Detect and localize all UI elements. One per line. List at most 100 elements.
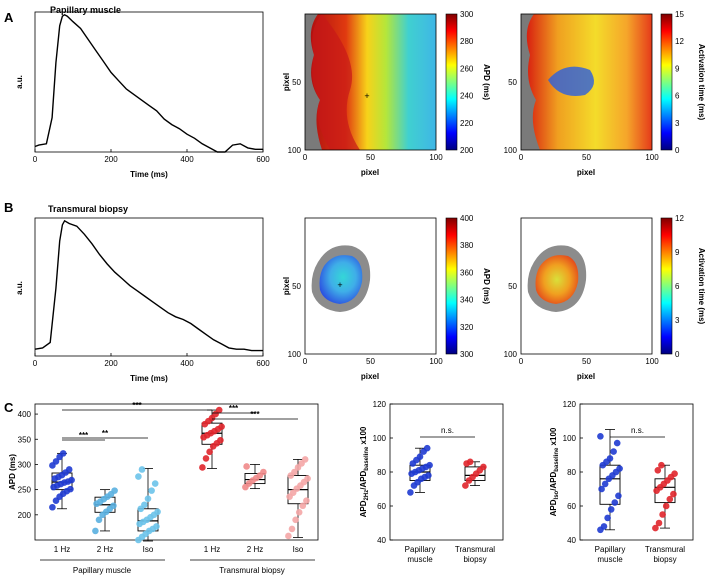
colorbar-apd-a [445, 13, 458, 151]
data-point [658, 461, 665, 469]
colorbar-tick-label: 300 [460, 10, 474, 19]
colorbar-tick-label: 15 [675, 10, 684, 19]
data-point [597, 433, 604, 440]
data-point [215, 406, 223, 414]
x-category-label: 1 Hz [54, 545, 70, 554]
data-point [144, 495, 152, 502]
significance-label: n.s. [631, 426, 644, 435]
x-category-label: Transmural [645, 545, 685, 554]
x-category-label: Papillary [595, 545, 626, 554]
y-label-suffix: x100 [549, 427, 558, 448]
trace-line-a [34, 13, 263, 153]
data-point [292, 516, 299, 524]
y-tick-label: 350 [18, 435, 32, 444]
plot-frame [304, 217, 437, 355]
panel-label-c: C [4, 400, 14, 415]
data-point [662, 502, 670, 510]
data-point [423, 444, 431, 452]
significance-label: *** [79, 431, 89, 440]
data-point [616, 465, 623, 472]
y-label-sep: /APD [549, 471, 558, 490]
x-category-label: biopsy [653, 555, 676, 564]
data-point [304, 475, 311, 482]
significance-label: *** [250, 410, 260, 419]
colorbar-tick-label: 200 [460, 146, 474, 155]
x-tick-label: 50 [582, 357, 591, 366]
colorbar-label: Activation time (ms) [697, 44, 706, 121]
x-tick-label: 50 [366, 357, 375, 366]
apd-region-long [312, 14, 360, 150]
axis-ticks: 0 50 100 50 100 [288, 78, 444, 162]
y-tick-label: 100 [563, 434, 577, 443]
chart-c-ratio-2hz: APD2Hz/APDbaseline x100 40 60 80 100 120 Papi… [359, 400, 504, 564]
x-tick-label: 50 [366, 153, 375, 162]
group-label-papillary: Papillary muscle [73, 566, 132, 575]
plot-frame [304, 13, 437, 151]
x-tick-label: 0 [33, 155, 38, 164]
x-tick-label: 100 [645, 357, 659, 366]
x-ticks-b: 0 200 400 600 [33, 353, 270, 368]
colorbar-tick-label: 240 [460, 92, 474, 101]
colorbar-act-a [660, 13, 673, 151]
x-category-label: Transmural [455, 545, 495, 554]
data-point [148, 487, 155, 494]
y-axis-label: APDIso/APDbaseline x100 [549, 427, 560, 516]
chart-c-apd-boxplot: APD (ms) Papillary muscle Transmural bio… [8, 401, 319, 575]
activation-map-b [535, 255, 579, 304]
y-label-sub1: 2Hz [364, 490, 370, 501]
data-point [111, 487, 118, 494]
x-category-label: Iso [143, 545, 154, 554]
plot-frame [34, 403, 319, 541]
colorbar-tick-label: 12 [675, 37, 684, 46]
crosshair-marker: + [364, 91, 369, 101]
data-point [425, 472, 432, 479]
chart-a-apd-map: + 0 50 100 50 100 pixel pixel 200 220 240 260 28… [282, 10, 491, 177]
apd-map-b [319, 255, 363, 304]
chart-a-trace: 0 200 400 600 Time (ms) a.u. [15, 11, 270, 179]
colorbar-label: APD (ms) [482, 268, 491, 304]
x-category-label: 1 Hz [204, 545, 220, 554]
colorbar-apd-b [445, 217, 458, 355]
y-tick-label: 60 [567, 502, 576, 511]
data-point [613, 439, 621, 447]
x-tick-label: 100 [429, 357, 443, 366]
y-tick-label: 400 [18, 410, 32, 419]
colorbar-ticks: 0 3 6 9 12 15 [675, 10, 684, 155]
y-tick-label: 50 [508, 282, 517, 291]
y-tick-label: 250 [18, 486, 32, 495]
data-point [652, 524, 659, 532]
y-label-sub2: baseline [554, 447, 560, 472]
data-point [303, 497, 310, 505]
colorbar-tick-label: 3 [675, 119, 680, 128]
colorbar-label: APD (ms) [482, 64, 491, 100]
data-point [416, 453, 424, 461]
data-point [480, 463, 487, 471]
y-tick-label: 100 [504, 350, 518, 359]
x-category-label: 2 Hz [97, 545, 113, 554]
data-point [243, 463, 250, 470]
x-category-label: Papillary [405, 545, 436, 554]
x-tick-label: 0 [519, 153, 524, 162]
colorbar-tick-label: 6 [675, 92, 680, 101]
chart-b-trace: 0 200 400 600 Time (ms) a.u. [15, 217, 270, 383]
y-label-sep: /APD [359, 470, 368, 489]
data-point [217, 436, 224, 444]
data-point [135, 473, 142, 480]
data-point [598, 485, 605, 493]
y-tick-label: 100 [288, 350, 302, 359]
significance-label: *** [229, 404, 239, 413]
x-tick-label: 50 [582, 153, 591, 162]
x-tick-label: 600 [256, 359, 270, 368]
data-point [68, 476, 75, 484]
panel-title-a: Papillary muscle [50, 5, 121, 15]
data-point [138, 466, 146, 473]
y-tick-label: 300 [18, 460, 32, 469]
data-point [600, 523, 608, 530]
y-axis-label: pixel [282, 277, 291, 295]
crosshair-marker: + [337, 280, 342, 290]
colorbar-tick-label: 280 [460, 37, 474, 46]
data-point [59, 450, 67, 457]
data-point [67, 485, 74, 493]
chart-b-apd-map: + 0 50 100 50 100 pixel pixel 300 320 340 360 38… [282, 214, 491, 381]
y-tick-label: 100 [373, 434, 387, 443]
